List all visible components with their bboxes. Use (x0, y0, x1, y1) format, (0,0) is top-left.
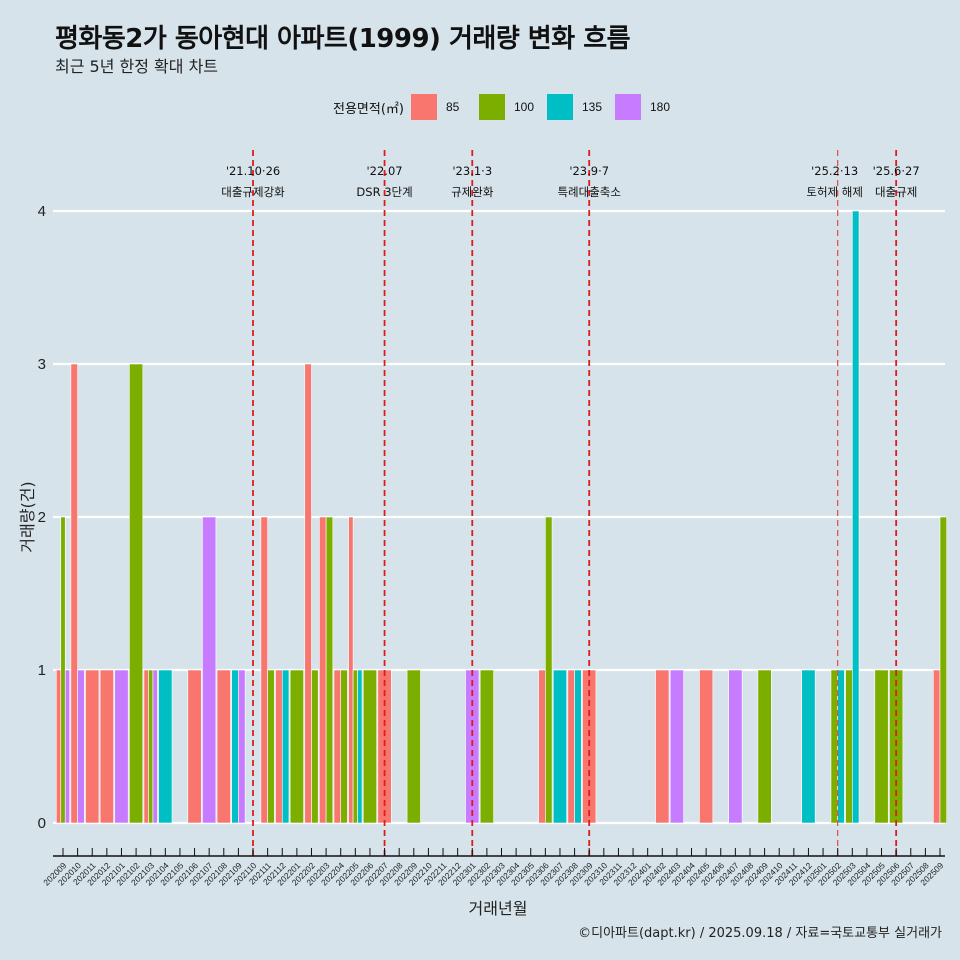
legend: 전용면적(㎡) 85 100 135 180 (333, 93, 683, 121)
bar-202103-100 (148, 669, 154, 824)
legend-swatch-100 (478, 94, 505, 120)
bar-202203-85 (319, 516, 327, 824)
bar-202108-85 (216, 669, 231, 824)
bar-202103-85 (143, 669, 149, 824)
legend-swatch-180 (614, 94, 641, 120)
bar-202009-85 (55, 669, 62, 824)
bar-202103-180 (152, 669, 158, 824)
event-date: '21.10·26 (226, 164, 280, 178)
bar-202403-180 (669, 669, 684, 824)
y-tick-label: 3 (38, 356, 46, 373)
event-lines: '21.10·26 대출규제강화 '22.07 DSR 3단계 '23.1·3 규제완화 '… (221, 150, 920, 856)
bar-202307-135 (552, 669, 567, 824)
event-label: DSR 3단계 (356, 185, 412, 199)
bars (55, 210, 948, 824)
bar-202205-100 (352, 669, 358, 824)
legend-label-135: 135 (581, 100, 603, 114)
bar-202112-135 (281, 669, 290, 824)
event-label: 대출규제 (875, 185, 917, 199)
bar-202102-100 (129, 363, 144, 824)
bar-202111-100 (267, 669, 275, 824)
y-tick-label: 4 (38, 203, 46, 220)
legend-label-180: 180 (649, 100, 671, 114)
legend-swatch-135 (546, 94, 573, 120)
x-axis-title: 거래년월 (469, 899, 528, 918)
bar-202412-135 (801, 669, 816, 824)
bar-202203-100 (325, 516, 334, 824)
bar-202010-180 (77, 669, 85, 824)
event-date: '23.9·7 (569, 164, 609, 178)
bar-202502-135 (837, 669, 845, 824)
bar-202209-100 (406, 669, 421, 824)
legend-label-100: 100 (513, 100, 535, 114)
bar-202308-85 (567, 669, 575, 824)
bar-202308-135 (574, 669, 582, 824)
bar-202112-85 (275, 669, 283, 824)
bar-202402-85 (655, 669, 670, 824)
legend-title: 전용면적(㎡) (333, 101, 404, 117)
bar-202503-100 (845, 669, 853, 824)
legend-item-180: 180 (614, 94, 674, 120)
bar-202106-85 (187, 669, 202, 824)
event-label: 토허제 해제 (806, 185, 863, 199)
y-axis-title: 거래량(건) (18, 481, 37, 552)
event-date: '25.6·27 (873, 164, 920, 178)
bar-202201-100 (289, 669, 304, 824)
bar-202009-180 (64, 669, 71, 824)
bar-202101-180 (114, 669, 129, 824)
bar-202509-85 (932, 669, 941, 824)
chart-title: 평화동2가 동아현대 아파트(1999) 거래량 변화 흐름 (55, 24, 631, 54)
bar-202205-85 (348, 516, 354, 824)
event-label: 대출규제강화 (221, 185, 285, 199)
bar-202011-85 (85, 669, 100, 824)
bar-202202-100 (311, 669, 319, 824)
legend-item-135: 135 (546, 94, 606, 120)
event-date: '22.07 (367, 164, 403, 178)
bar-202407-180 (728, 669, 743, 824)
event-date: '25.2·13 (811, 164, 858, 178)
bar-202202-85 (304, 363, 312, 824)
bar-202109-135 (231, 669, 239, 824)
bar-202109-180 (238, 669, 246, 824)
y-tick-label: 0 (38, 815, 46, 832)
event-label: 특례대출축소 (557, 185, 620, 199)
bar-202107-180 (202, 516, 217, 824)
gridlines (53, 209, 945, 825)
bar-202204-85 (333, 669, 342, 824)
bar-202012-85 (99, 669, 114, 824)
y-axis: 0 1 2 3 4 (38, 203, 46, 832)
legend-item-85: 85 (410, 94, 470, 120)
y-tick-label: 1 (38, 662, 46, 679)
event-label: 규제완화 (451, 185, 494, 199)
bar-202009-100 (60, 516, 66, 824)
bar-202405-85 (699, 669, 714, 824)
bar-202306-85 (538, 669, 546, 824)
bar-202111-85 (260, 516, 268, 824)
legend-item-100: 100 (478, 94, 538, 120)
y-tick-label: 2 (38, 509, 46, 526)
bar-202306-100 (545, 516, 553, 824)
bar-202502-100 (830, 669, 838, 824)
x-axis: 2020092020102020112020122021012021022021… (41, 848, 946, 887)
legend-label-85: 85 (445, 100, 460, 114)
legend-swatch-85 (410, 94, 437, 120)
bar-202503-135 (851, 210, 860, 824)
bar-202104-135 (158, 669, 173, 824)
bar-202302-100 (479, 669, 494, 824)
chart-subtitle: 최근 5년 한정 확대 차트 (55, 57, 219, 76)
bar-202206-100 (362, 669, 377, 824)
bar-202409-100 (757, 669, 772, 824)
bar-202509-100 (939, 516, 948, 824)
bar-202204-100 (340, 669, 348, 824)
bar-202205-135 (357, 669, 363, 824)
caption: ©디아파트(dapt.kr) / 2025.09.18 / 자료=국토교통부 실… (578, 926, 942, 941)
event-date: '23.1·3 (452, 164, 492, 178)
bar-202010-85 (70, 363, 78, 824)
bar-202505-100 (874, 669, 889, 824)
